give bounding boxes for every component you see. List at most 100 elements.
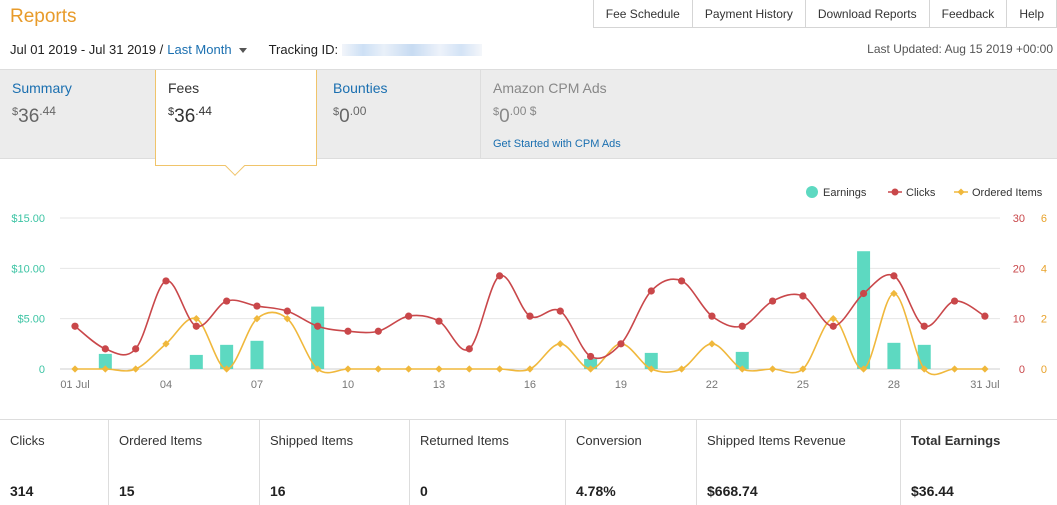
top-nav: Fee Schedule Payment History Download Re… [592, 0, 1057, 28]
clicks-point [405, 312, 413, 320]
clicks-point [678, 277, 686, 285]
ordered-items-point [101, 365, 110, 373]
x-tick-label: 01 Jul [60, 379, 89, 391]
tab-bounties[interactable]: Bounties $0.00 [321, 70, 478, 159]
stat-value: $668.74 [707, 483, 758, 499]
legend-earnings: Earnings [823, 187, 867, 199]
ordered-items-point [71, 365, 79, 373]
x-tick-label: 31 Jul [970, 379, 999, 391]
ordered-items-point [799, 365, 807, 373]
ordered-items-point [981, 365, 989, 373]
tab-amount: $0.00 $ [493, 104, 537, 127]
ordered-items-point [556, 340, 564, 348]
x-tick-label: 10 [342, 379, 354, 391]
tab-amount: $36.44 [12, 104, 56, 127]
ordered-items-point [313, 365, 322, 373]
x-tick-label: 04 [160, 379, 172, 391]
fee-schedule-button[interactable]: Fee Schedule [592, 0, 693, 28]
stat-value: 15 [119, 483, 135, 499]
clicks-point [981, 312, 989, 320]
clicks-point [132, 345, 140, 353]
payment-history-button[interactable]: Payment History [691, 0, 806, 28]
clicks-legend-icon [891, 188, 899, 196]
clicks-point [253, 302, 261, 310]
tab-amount: $0.00 [333, 104, 367, 127]
clicks-point [71, 322, 79, 330]
clicks-point [314, 322, 322, 330]
feedback-button[interactable]: Feedback [928, 0, 1008, 28]
stat-value: 4.78% [576, 483, 616, 499]
clicks-point [556, 307, 564, 315]
y-right-clicks-tick-label: 30 [1013, 213, 1025, 225]
help-button[interactable]: Help [1006, 0, 1057, 28]
clicks-point [283, 307, 291, 315]
stat-label: Clicks [10, 433, 45, 448]
ordered-items-point [526, 365, 534, 373]
clicks-point [768, 297, 777, 305]
stat-value: 16 [270, 483, 286, 499]
legend-clicks: Clicks [906, 187, 936, 199]
ordered-items-point [647, 365, 655, 373]
clicks-point [101, 345, 109, 353]
clicks-point [738, 322, 746, 330]
tab-fees[interactable]: Fees $36.44 [155, 70, 317, 176]
tracking-id-value[interactable] [342, 43, 483, 56]
tab-label: Bounties [333, 80, 388, 96]
x-tick-label: 22 [706, 379, 718, 391]
clicks-point [192, 322, 200, 330]
ordered-items-point [435, 365, 443, 373]
y-right-items-tick-label: 2 [1041, 314, 1047, 326]
ordered-items-point [829, 314, 837, 323]
clicks-point [859, 289, 868, 298]
y-right-items-tick-label: 6 [1041, 213, 1047, 225]
cpm-ads-link[interactable]: Get Started with CPM Ads [493, 138, 621, 150]
clicks-point [799, 292, 807, 300]
date-preset-dropdown[interactable]: Last Month [167, 42, 232, 57]
earnings-bar [220, 344, 234, 369]
stat-value: $36.44 [911, 483, 954, 499]
date-range-row: Jul 01 2019 - Jul 31 2019 / Last Month T… [10, 42, 483, 57]
stat-shipped-revenue: Shipped Items Revenue $668.74 [697, 420, 901, 505]
stat-conversion: Conversion 4.78% [566, 420, 697, 505]
ordered-items-point [283, 314, 291, 323]
ordered-items-point [344, 365, 352, 373]
clicks-point [344, 327, 352, 335]
ordered-items-point [738, 365, 746, 373]
stat-label: Total Earnings [911, 433, 1001, 448]
earnings-bar [887, 342, 901, 369]
x-tick-label: 13 [433, 379, 445, 391]
legend-ordered-items: Ordered Items [972, 187, 1043, 199]
earnings-bar [250, 340, 264, 369]
ordered-items-point [192, 314, 200, 323]
earnings-bar [311, 306, 325, 369]
clicks-point [829, 322, 837, 330]
earnings-bar [584, 358, 598, 369]
clicks-point [647, 287, 655, 295]
tab-label: Summary [12, 80, 72, 96]
ordered-items-point [374, 365, 382, 373]
download-reports-button[interactable]: Download Reports [804, 0, 930, 28]
y-right-clicks-tick-label: 20 [1013, 263, 1025, 275]
earnings-bar [644, 352, 658, 369]
report-tabs: Summary $36.44 Fees $36.44 Bounties $0.0… [0, 69, 1057, 176]
earnings-bar [98, 353, 112, 369]
ordered-items-point [768, 365, 777, 373]
earnings-bar [189, 354, 203, 369]
clicks-point [496, 272, 504, 280]
x-tick-label: 25 [797, 379, 809, 391]
ordered-items-point [404, 365, 413, 373]
tab-summary[interactable]: Summary $36.44 [0, 70, 155, 159]
clicks-point [617, 340, 625, 348]
ordered-legend-icon [957, 188, 965, 196]
ordered-items-point [920, 365, 928, 373]
x-tick-label: 16 [524, 379, 536, 391]
chevron-down-icon[interactable] [238, 48, 247, 53]
stat-label: Shipped Items [270, 433, 354, 448]
clicks-point [465, 345, 473, 353]
clicks-point [950, 297, 959, 305]
clicks-point [223, 297, 231, 305]
ordered-items-point [677, 365, 686, 373]
y-left-tick-label: $10.00 [11, 263, 45, 275]
x-tick-label: 19 [615, 379, 627, 391]
